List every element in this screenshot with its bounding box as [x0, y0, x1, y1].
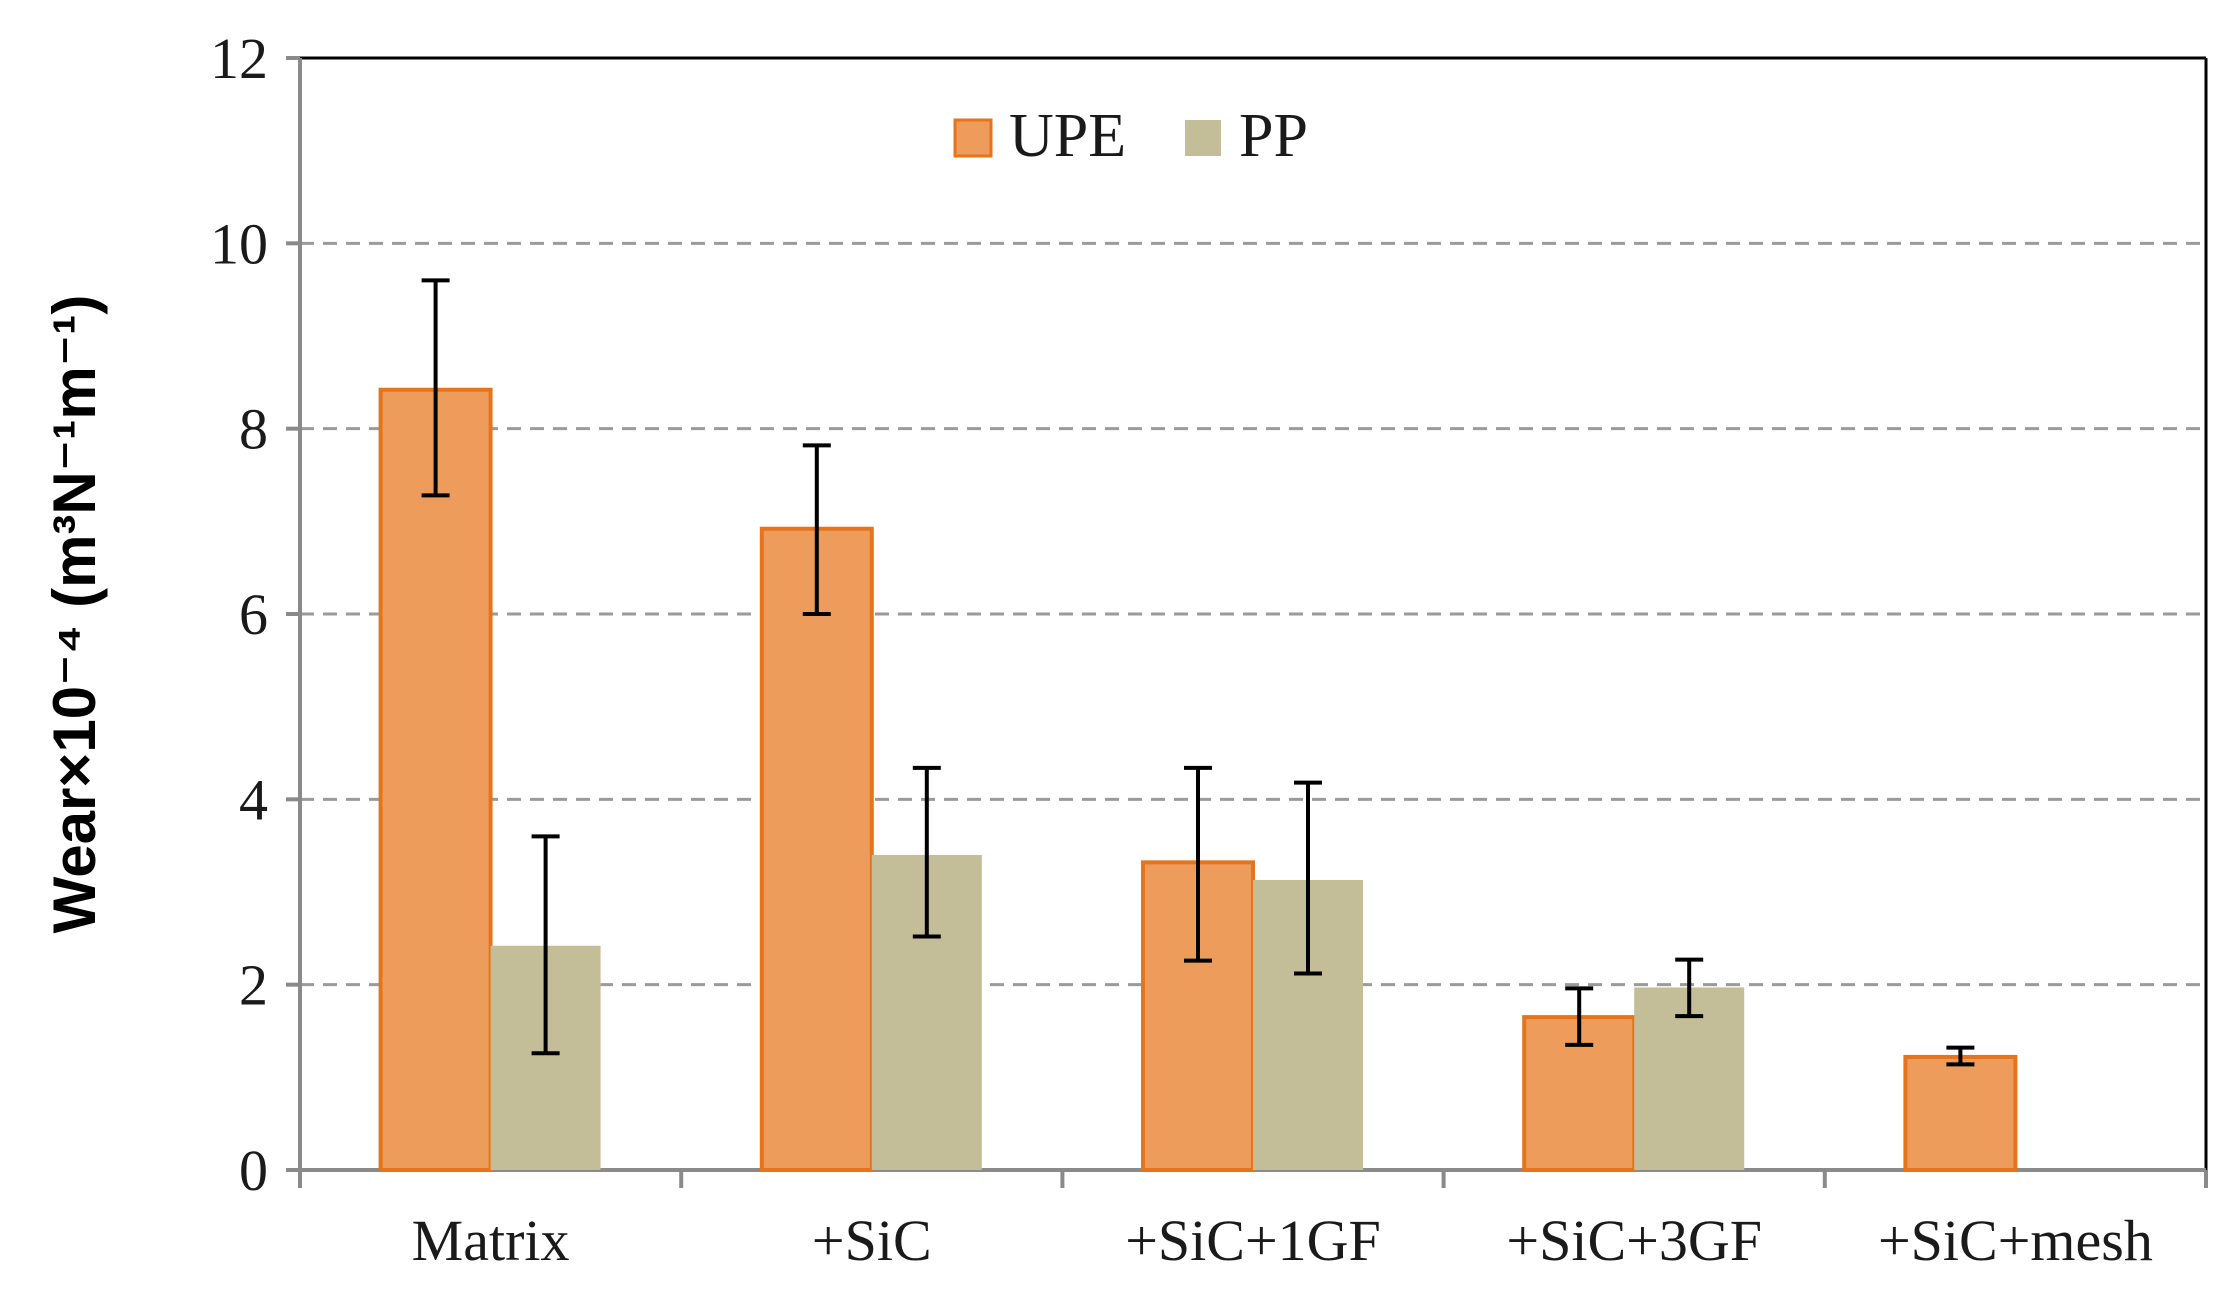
- y-tick-label: 6: [239, 582, 268, 647]
- y-tick-label: 0: [239, 1138, 268, 1203]
- bar-upe: [1903, 1054, 2018, 1172]
- y-axis-label: Wear×10⁻⁴ (m³N⁻¹m⁻¹): [41, 295, 108, 934]
- x-tick-label: +SiC+mesh: [1878, 1208, 2153, 1273]
- y-tick-label: 8: [239, 397, 268, 462]
- x-tick-label: +SiC+1GF: [1125, 1208, 1381, 1273]
- legend-label-upe: UPE: [1009, 102, 1126, 170]
- y-tick-label: 2: [239, 953, 268, 1018]
- legend-swatch-pp: [1185, 120, 1221, 156]
- y-tick-label: 12: [210, 26, 268, 91]
- x-tick-label: Matrix: [412, 1208, 570, 1273]
- x-tick-label: +SiC+3GF: [1506, 1208, 1762, 1273]
- legend-swatch-upe: [953, 118, 993, 158]
- bar-upe: [378, 387, 493, 1173]
- legend-label-pp: PP: [1239, 102, 1308, 170]
- bar-upe: [759, 526, 874, 1172]
- y-tick-label: 10: [210, 211, 268, 276]
- y-tick-label: 4: [239, 767, 268, 832]
- x-tick-label: +SiC: [812, 1208, 932, 1273]
